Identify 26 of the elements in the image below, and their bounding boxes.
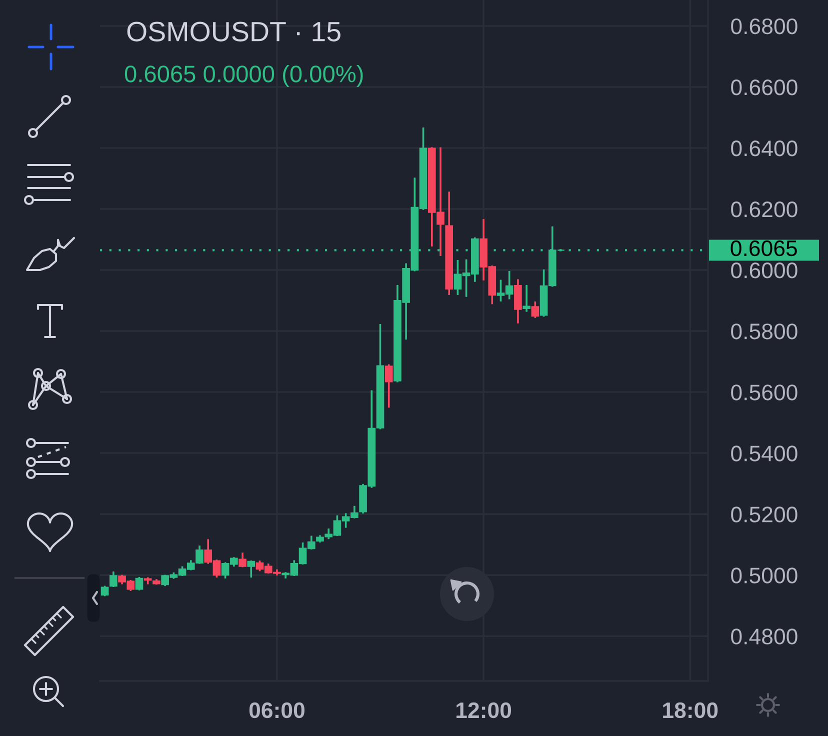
- y-tick-label: 0.6000: [731, 262, 798, 278]
- y-tick-label: 0.5600: [731, 384, 798, 400]
- candlestick: [531, 301, 540, 318]
- y-tick-label: 0.6600: [731, 79, 798, 96]
- candlestick: [522, 284, 530, 312]
- candlestick: [384, 364, 393, 408]
- candlestick: [135, 576, 144, 590]
- y-tick-label: 0.5800: [731, 324, 798, 340]
- text: OSMOUSDT · 15: [127, 22, 340, 42]
- ref-line-label: 0.6065: [730, 240, 797, 256]
- candlestick: [238, 552, 246, 568]
- x-tick-label: 12:00: [456, 702, 512, 718]
- y-tick-label: 0.6800: [731, 18, 798, 34]
- text: 0.6065 0.0000 (0.00%): [124, 64, 363, 87]
- candlestick: [144, 577, 152, 584]
- y-tick-label: 0.5200: [731, 506, 798, 522]
- y-tick-label: 0.6400: [731, 140, 798, 156]
- y-tick-label: 0.5400: [731, 446, 798, 462]
- candlestick: [247, 560, 256, 578]
- x-tick-label: 06:00: [249, 702, 304, 718]
- y-tick-label: 0.6200: [731, 202, 798, 218]
- y-tick-label: 0.5000: [731, 568, 798, 584]
- candlestick: [514, 279, 522, 324]
- y-tick-label: 0.4800: [731, 628, 798, 644]
- candlestick: [110, 571, 118, 588]
- x-tick-label: 18:00: [663, 702, 718, 718]
